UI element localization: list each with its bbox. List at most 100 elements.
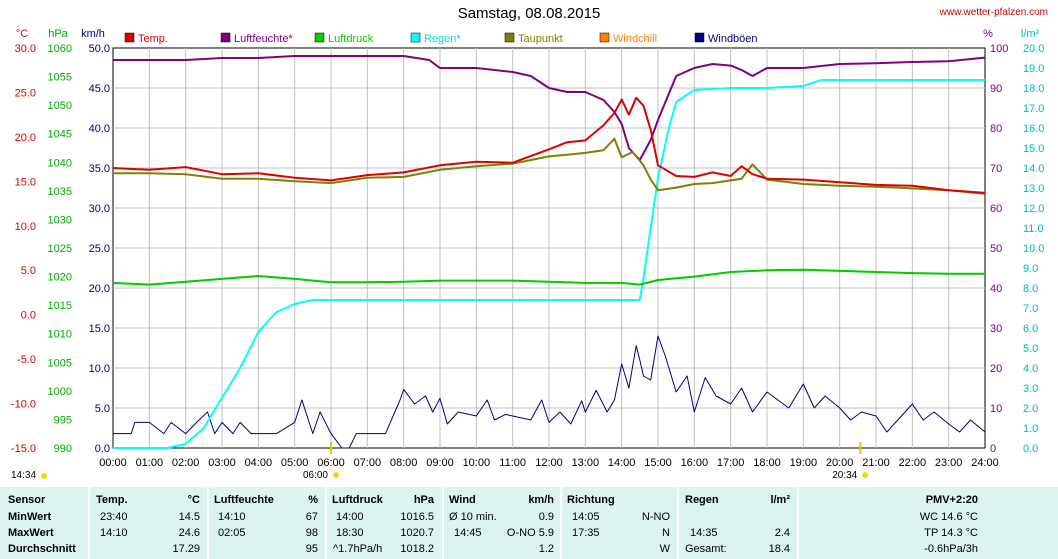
stats-pressure-trend: ^1.7hPa/h [333, 543, 383, 555]
time-tick-label: 21:00 [862, 457, 890, 469]
time-tick-label: 22:00 [899, 457, 927, 469]
wind-tick-label: 10.0 [89, 363, 110, 375]
rain-tick-label: 8.0 [1023, 283, 1038, 295]
time-tick-label: 14:00 [608, 457, 636, 469]
time-tick-label: 07:00 [354, 457, 382, 469]
pressure-tick-label: 1035 [48, 186, 72, 198]
time-tick-label: 18:00 [753, 457, 781, 469]
wind-tick-label: 20.0 [89, 283, 110, 295]
legend-swatch [504, 32, 515, 43]
stats-direction-min-time: 14:05 [572, 511, 600, 523]
stats-pressure-max-value: 1020.7 [400, 527, 434, 539]
sunrise-sun-icon [333, 472, 339, 478]
time-tick-label: 15:00 [644, 457, 672, 469]
stats-humidity-max-value: 98 [305, 527, 318, 539]
stats-rain-max-time: 14:35 [690, 527, 718, 539]
stats-direction-max-value: N [662, 527, 670, 539]
current-time-label: 14:34 [11, 470, 36, 481]
time-tick-label: 16:00 [681, 457, 709, 469]
rain-tick-label: 6.0 [1023, 323, 1038, 335]
rain-tick-label: 20.0 [1023, 43, 1044, 55]
stats-pressure-avg: 1018.2 [400, 543, 434, 555]
chart-title: Samstag, 08.08.2015 [457, 5, 601, 22]
legend-label: Luftdruck [328, 33, 374, 45]
series-line-temp [112, 96, 986, 194]
stats-wind-min-value: 0.9 [538, 511, 554, 523]
legend-label: Luftfeuchte* [234, 33, 293, 45]
pressure-tick-label: 1055 [48, 72, 72, 84]
stats-rain-unit: l/m² [770, 494, 790, 506]
legend-swatch [124, 32, 135, 43]
pressure-tick-label: 1030 [48, 214, 72, 226]
stats-sensor-label: Sensor [8, 494, 46, 506]
stats-min-label: MinWert [8, 511, 52, 523]
rain-tick-label: 2.0 [1023, 403, 1038, 415]
series-line-windben [113, 335, 986, 449]
time-tick-label: 02:00 [172, 457, 200, 469]
rain-tick-label: 10.0 [1023, 243, 1044, 255]
temp-tick-label: 30.0 [15, 43, 36, 55]
rain-tick-label: 12.0 [1023, 203, 1044, 215]
stats-direction-min-value: N-NO [641, 511, 670, 523]
humidity-tick-label: 50 [990, 243, 1002, 255]
time-tick-label: 10:00 [463, 457, 491, 469]
series-line-regen [113, 79, 985, 449]
humidity-tick-label: 20 [990, 363, 1002, 375]
legend-label: Temp. [138, 33, 168, 45]
pressure-tick-label: 995 [54, 414, 72, 426]
stats-direction-max-time: 17:35 [572, 527, 600, 539]
series [112, 55, 986, 449]
stats-pressure-min-value: 1016.5 [400, 511, 434, 523]
stats-pressure-min-time: 14:00 [336, 511, 364, 523]
humidity-tick-label: 30 [990, 323, 1002, 335]
humidity-tick-label: 40 [990, 283, 1002, 295]
site-link[interactable]: www.wetter-pfalzen.com [939, 7, 1048, 18]
series-line-luftdruck [112, 268, 985, 286]
stats-temp-min-time: 23:40 [100, 511, 128, 523]
humidity-tick-label: 60 [990, 203, 1002, 215]
stats-rain-max-value: 2.4 [774, 527, 790, 539]
legend-swatch [694, 32, 705, 43]
markers: 06:00 20:34 14:34 [11, 442, 869, 481]
temp-tick-label: 10.0 [15, 221, 36, 233]
stats-rain-total: 18.4 [768, 543, 790, 555]
time-tick-label: 13:00 [572, 457, 600, 469]
humidity-tick-label: 70 [990, 163, 1002, 175]
time-tick-label: 12:00 [535, 457, 563, 469]
time-tick-label: 24:00 [971, 457, 999, 469]
current-sun-icon [41, 473, 47, 479]
stats-panel: Sensor MinWert MaxWert Durchschnitt Temp… [0, 487, 1058, 559]
pressure-tick-label: 1060 [48, 43, 72, 55]
weather-chart: Temp. Luftfeuchte* Luftdruck Regen* Taupunkt… [11, 28, 1045, 481]
rain-tick-label: 13.0 [1023, 183, 1044, 195]
stats-temp-max-value: 24.6 [178, 527, 200, 539]
rain-axis-unit: l/m² [1021, 28, 1040, 40]
wind-tick-label: 25.0 [89, 243, 110, 255]
sunset-sun-icon [862, 472, 869, 478]
stats-wind-min-label: Ø 10 min. [449, 511, 497, 523]
stats-wind-unit: km/h [528, 494, 554, 506]
wind-tick-label: 50.0 [89, 43, 110, 55]
wind-tick-label: 5.0 [95, 403, 110, 415]
temp-tick-label: 20.0 [15, 132, 36, 144]
rain-tick-label: 9.0 [1023, 263, 1038, 275]
stats-wind-title: Wind [449, 494, 476, 506]
stats-pmv-title: PMV+2:20 [925, 494, 978, 506]
time-tick-label: 04:00 [245, 457, 273, 469]
stats-rain-title: Regen [685, 494, 719, 506]
axes: 50.0 45.0 40.0 35.0 30.0 25.0 20.0 15.0 10.0 5.0 0… [11, 43, 1045, 469]
wind-tick-label: 35.0 [89, 163, 110, 175]
humidity-tick-label: 80 [990, 123, 1002, 135]
stats-temp-max-time: 14:10 [100, 527, 128, 539]
time-tick-label: 19:00 [790, 457, 818, 469]
temp-tick-label: -15.0 [11, 443, 36, 455]
rain-tick-label: 0.0 [1023, 443, 1038, 455]
stats-max-label: MaxWert [8, 527, 54, 539]
temp-tick-label: 0.0 [21, 310, 36, 322]
time-tick-label: 03:00 [208, 457, 236, 469]
series-line-taupunkt [113, 137, 986, 195]
pressure-tick-label: 1040 [48, 157, 72, 169]
stats-humidity-max-time: 02:05 [218, 527, 246, 539]
stats-temp-min-value: 14.5 [178, 511, 200, 523]
rain-tick-label: 11.0 [1023, 223, 1044, 235]
